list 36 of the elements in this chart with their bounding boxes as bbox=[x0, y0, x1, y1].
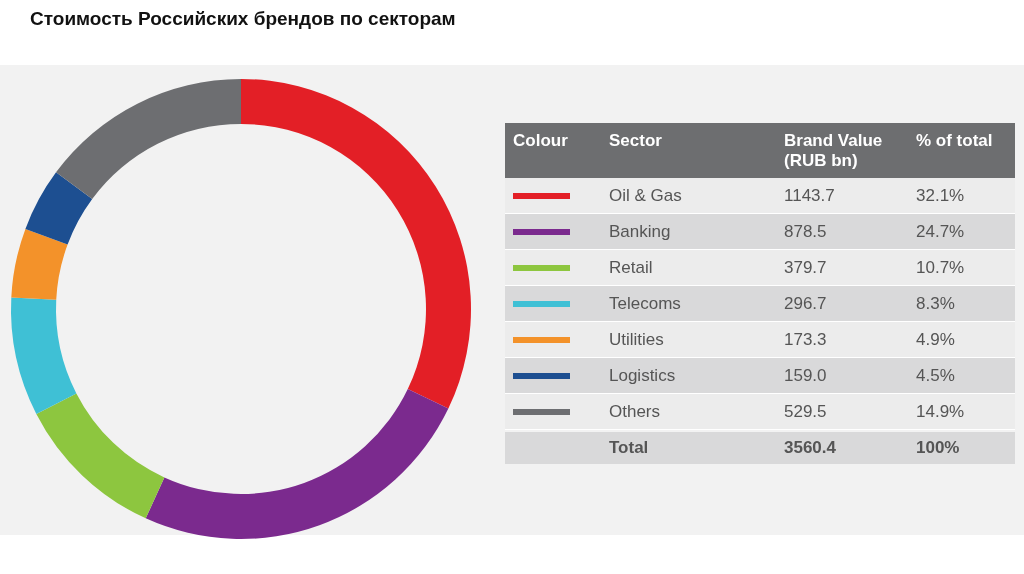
text: 4.5% bbox=[916, 366, 955, 386]
donut-slice bbox=[36, 393, 165, 519]
donut-slice bbox=[241, 79, 471, 409]
donut-slice bbox=[145, 389, 449, 539]
legend-label: Others bbox=[609, 402, 661, 422]
data-label: 159.0 bbox=[784, 366, 827, 386]
legend-label: Logistics bbox=[609, 366, 676, 386]
text: 32.1% bbox=[916, 186, 965, 206]
text: 100% bbox=[916, 438, 960, 457]
text: Colour bbox=[513, 131, 568, 151]
legend-label: Telecoms bbox=[609, 294, 681, 314]
text: 24.7% bbox=[916, 222, 965, 242]
text: 14.9% bbox=[916, 402, 965, 422]
data-label: 379.7 bbox=[784, 258, 827, 278]
text: % of total bbox=[916, 131, 993, 151]
data-label: 173.3 bbox=[784, 330, 827, 350]
text: 3560.4 bbox=[784, 438, 836, 457]
text: 4.9% bbox=[916, 330, 955, 350]
text: Sector bbox=[609, 131, 662, 151]
text: Brand Value (RUB bn) bbox=[784, 131, 884, 171]
chart-title: Стоимость Российских брендов по секторам bbox=[30, 8, 456, 30]
donut-slice bbox=[11, 297, 77, 414]
text: 10.7% bbox=[916, 258, 965, 278]
text: 8.3% bbox=[916, 294, 955, 314]
legend-label: Utilities bbox=[609, 330, 664, 350]
data-label: 1143.7 bbox=[784, 186, 835, 206]
data-label: 529.5 bbox=[784, 402, 827, 422]
data-label: 878.5 bbox=[784, 222, 827, 242]
data-label: 296.7 bbox=[784, 294, 827, 314]
text: Total bbox=[609, 438, 649, 458]
donut-slice bbox=[11, 228, 68, 300]
donut-slice bbox=[25, 172, 93, 245]
legend-label: Banking bbox=[609, 222, 671, 242]
legend-label: Oil & Gas bbox=[609, 186, 682, 206]
donut-slice bbox=[56, 79, 241, 200]
legend-label: Retail bbox=[609, 258, 653, 278]
